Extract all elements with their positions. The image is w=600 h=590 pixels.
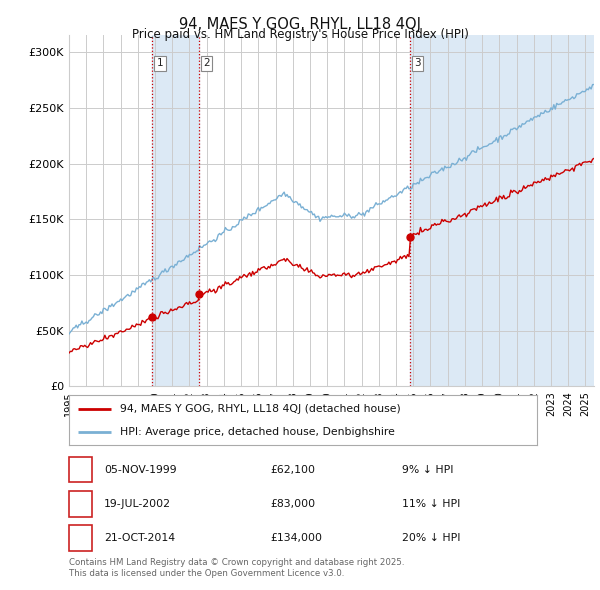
Text: 11% ↓ HPI: 11% ↓ HPI [402, 499, 460, 509]
Text: HPI: Average price, detached house, Denbighshire: HPI: Average price, detached house, Denb… [121, 427, 395, 437]
Text: £83,000: £83,000 [270, 499, 315, 509]
Bar [410, 35, 594, 386]
Text: 2: 2 [203, 58, 210, 68]
Text: 21-OCT-2014: 21-OCT-2014 [104, 533, 175, 543]
Text: 9% ↓ HPI: 9% ↓ HPI [402, 465, 454, 474]
Text: 2: 2 [77, 499, 84, 509]
Text: 3: 3 [77, 533, 84, 543]
Text: 94, MAES Y GOG, RHYL, LL18 4QJ (detached house): 94, MAES Y GOG, RHYL, LL18 4QJ (detached… [121, 404, 401, 414]
Text: Contains HM Land Registry data © Crown copyright and database right 2025.
This d: Contains HM Land Registry data © Crown c… [69, 558, 404, 578]
Text: 19-JUL-2002: 19-JUL-2002 [104, 499, 171, 509]
Text: £134,000: £134,000 [270, 533, 322, 543]
Text: 3: 3 [414, 58, 421, 68]
Text: Price paid vs. HM Land Registry's House Price Index (HPI): Price paid vs. HM Land Registry's House … [131, 28, 469, 41]
Text: 1: 1 [77, 465, 84, 474]
Text: 94, MAES Y GOG, RHYL, LL18 4QJ: 94, MAES Y GOG, RHYL, LL18 4QJ [179, 17, 421, 31]
Text: 05-NOV-1999: 05-NOV-1999 [104, 465, 176, 474]
Text: 20% ↓ HPI: 20% ↓ HPI [402, 533, 461, 543]
Bar [152, 35, 199, 386]
Text: £62,100: £62,100 [270, 465, 315, 474]
Text: 1: 1 [157, 58, 163, 68]
